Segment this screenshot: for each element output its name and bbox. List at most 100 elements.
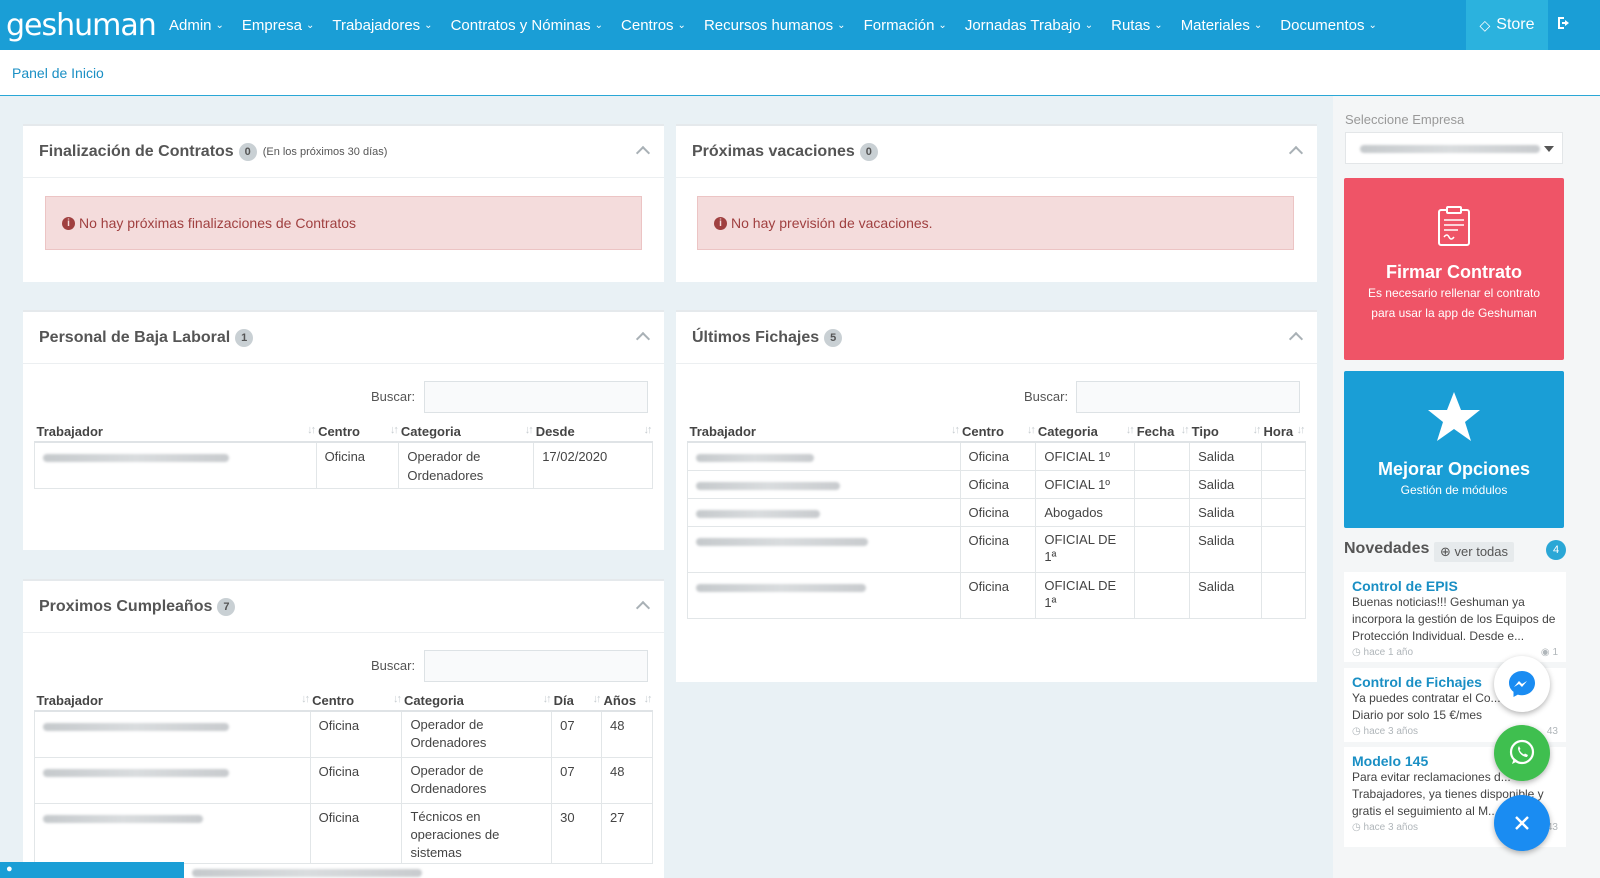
cell-categoria: OFICIAL DE 1ª	[1035, 525, 1136, 573]
nav-admin[interactable]: Admin ⌄	[160, 0, 233, 50]
see-all-label: ver todas	[1454, 544, 1509, 559]
count-badge: 0	[859, 142, 878, 161]
search-input[interactable]	[424, 650, 648, 682]
cell-trabajador	[687, 497, 961, 527]
redacted-name	[43, 454, 229, 462]
nav-materiales[interactable]: Materiales ⌄	[1172, 0, 1272, 50]
sign-contract-tile[interactable]: Firmar Contrato Es necesario rellenar el…	[1344, 178, 1564, 360]
alert-text: No hay previsión de vacaciones.	[731, 215, 933, 231]
sign-out-icon[interactable]	[1556, 14, 1584, 36]
tile-title: Mejorar Opciones	[1377, 459, 1531, 479]
info-icon: i	[62, 216, 75, 230]
column-label: Trabajador	[689, 424, 756, 439]
company-select[interactable]	[1345, 132, 1563, 164]
col-categoria[interactable]: Categoria ↓↑	[1035, 422, 1135, 443]
nav-label: Jornadas Trabajo	[964, 16, 1081, 34]
col-centro[interactable]: Centro ↓↑	[316, 422, 399, 443]
nav-centros[interactable]: Centros ⌄	[612, 0, 695, 50]
news-count-badge: 4	[1546, 540, 1566, 560]
breadcrumb-bar: Panel de Inicio	[0, 50, 1600, 96]
chevron-down-icon: ⌄	[1368, 19, 1377, 31]
store-button[interactable]: ◇ Store	[1466, 0, 1548, 50]
whatsapp-button[interactable]	[1494, 725, 1550, 781]
nav-empresa[interactable]: Empresa ⌄	[233, 0, 323, 50]
collapse-icon[interactable]	[636, 599, 648, 611]
cell-centro: Oficina	[309, 710, 403, 758]
messenger-button[interactable]	[1494, 656, 1550, 712]
search-input[interactable]	[424, 381, 648, 413]
col-hora[interactable]: Hora ↓↑	[1261, 422, 1306, 443]
nav-formacion[interactable]: Formación ⌄	[855, 0, 956, 50]
nav-jornadas[interactable]: Jornadas Trabajo ⌄	[956, 0, 1102, 50]
col-dia[interactable]: Día ↓↑	[551, 691, 602, 712]
nav-contratos[interactable]: Contratos y Nóminas ⌄	[442, 0, 612, 50]
sort-icon: ↓↑	[643, 424, 653, 436]
table-row[interactable]: Oficina OFICIAL 1º Salida	[687, 469, 1306, 499]
col-trabajador[interactable]: Trabajador ↓↑	[34, 422, 317, 443]
caret-down-icon	[1544, 146, 1554, 152]
table-row[interactable]: Oficina Operador de Ordenadores 07 48	[34, 756, 653, 804]
collapse-icon[interactable]	[1289, 330, 1301, 342]
nav-label: Centros	[621, 16, 674, 34]
table-row[interactable]: Oficina OFICIAL 1º Salida	[687, 441, 1306, 471]
news-item-meta: ◷ hace 3 años 43	[1352, 822, 1558, 833]
nav-recursos-humanos[interactable]: Recursos humanos ⌄	[695, 0, 855, 50]
count-badge: 7	[217, 597, 236, 616]
geshuman-logo[interactable]: geshuman	[6, 7, 157, 43]
col-centro[interactable]: Centro ↓↑	[960, 422, 1036, 443]
table-row[interactable]: Oficina Abogados Salida	[687, 497, 1306, 527]
col-centro[interactable]: Centro ↓↑	[310, 691, 402, 712]
redacted-text	[192, 869, 422, 877]
search-label: Buscar:	[1024, 389, 1069, 404]
search-input[interactable]	[1076, 381, 1300, 413]
see-all-news-button[interactable]: ⊕ ver todas	[1434, 542, 1515, 562]
col-trabajador[interactable]: Trabajador ↓↑	[34, 691, 311, 712]
col-fecha[interactable]: Fecha ↓↑	[1134, 422, 1190, 443]
table-row[interactable]: Oficina OFICIAL DE 1ª Salida	[687, 525, 1306, 573]
nav-label: Empresa	[241, 16, 302, 34]
col-trabajador[interactable]: Trabajador ↓↑	[687, 422, 960, 443]
news-item[interactable]: Control de EPIS Buenas noticias!!! Geshu…	[1344, 572, 1566, 662]
cell-categoria: Operador de Ordenadores	[401, 756, 553, 804]
collapse-icon[interactable]	[636, 330, 648, 342]
table-row[interactable]: Oficina Operador de Ordenadores 07 48	[34, 710, 653, 758]
cell-centro: Oficina	[959, 571, 1037, 619]
chevron-down-icon: ⌄	[424, 19, 433, 31]
col-anos[interactable]: Años ↓↑	[601, 691, 653, 712]
cell-trabajador	[687, 571, 961, 619]
view-count: 43	[1546, 726, 1558, 737]
nav-trabajadores[interactable]: Trabajadores ⌄	[323, 0, 441, 50]
cell-categoria: Operador de Ordenadores	[401, 710, 553, 758]
right-sidebar: Seleccione Empresa Firmar Contrato Es ne…	[1333, 96, 1600, 878]
search-label: Buscar:	[371, 389, 416, 404]
redacted-name	[43, 723, 229, 731]
breadcrumb-home[interactable]: Panel de Inicio	[12, 65, 104, 81]
close-icon	[1515, 816, 1529, 830]
nav-label: Trabajadores	[332, 16, 421, 34]
col-categoria[interactable]: Categoria ↓↑	[401, 691, 552, 712]
cell-fecha	[1134, 525, 1191, 573]
redacted-name	[696, 537, 868, 546]
news-item-meta: ◷ hace 1 año ◉ 1	[1352, 647, 1558, 658]
col-tipo[interactable]: Tipo ↓↑	[1189, 422, 1262, 443]
table-row[interactable]: Oficina Operador de Ordenadores 17/02/20…	[34, 441, 653, 489]
news-item-title: Modelo 145	[1352, 753, 1429, 769]
upgrade-tile[interactable]: Mejorar Opciones Gestión de módulos	[1344, 371, 1564, 528]
nav-documentos[interactable]: Documentos ⌄	[1271, 0, 1386, 50]
chevron-down-icon: ⌄	[1084, 19, 1094, 31]
col-categoria[interactable]: Categoria ↓↑	[398, 422, 534, 443]
col-desde[interactable]: Desde ↓↑	[533, 422, 653, 443]
collapse-icon[interactable]	[636, 144, 648, 156]
user-chip[interactable]: ●	[0, 862, 184, 878]
cell-centro: Oficina	[959, 525, 1037, 573]
news-item-time: hace 3 años	[1363, 726, 1419, 737]
nav-rutas[interactable]: Rutas ⌄	[1102, 0, 1172, 50]
collapse-icon[interactable]	[1289, 144, 1301, 156]
table-row[interactable]: Oficina Técnicos en operaciones de siste…	[34, 802, 653, 864]
panel-title: Próximas vacaciones	[692, 142, 855, 160]
news-item-views: 43	[1547, 726, 1558, 737]
close-fab-button[interactable]	[1494, 795, 1550, 851]
table-row[interactable]: Oficina OFICIAL DE 1ª Salida	[687, 571, 1306, 619]
panel-title: Finalización de Contratos	[39, 142, 234, 160]
news-item-text: Buenas noticias!!! Geshuman ya incorpora…	[1352, 595, 1556, 643]
